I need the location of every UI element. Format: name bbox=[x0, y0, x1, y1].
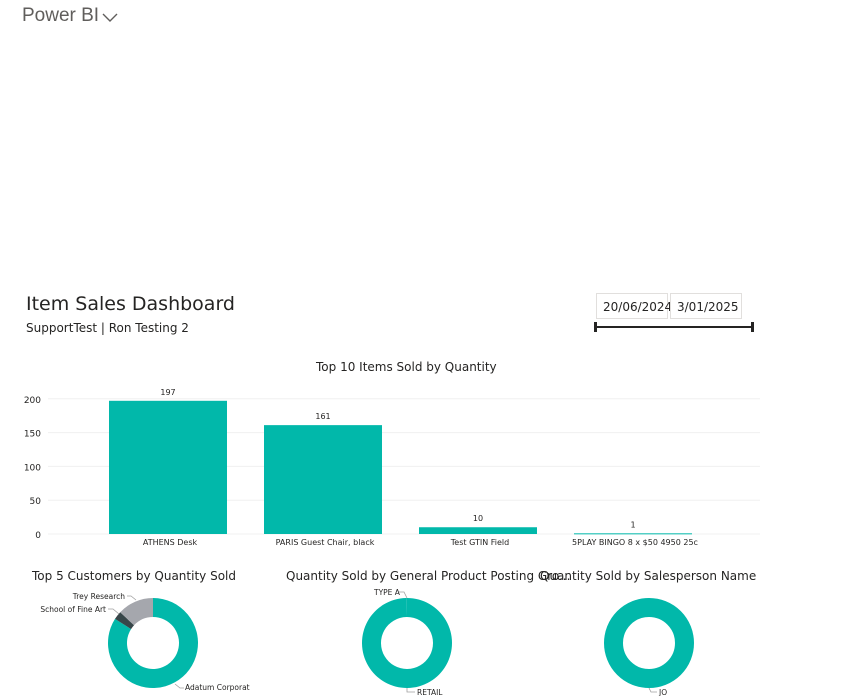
donut-slice[interactable] bbox=[406, 598, 407, 618]
x-category-label: ATHENS Desk bbox=[143, 538, 198, 547]
donut-slice[interactable] bbox=[115, 612, 135, 630]
donut-slice[interactable] bbox=[361, 598, 452, 688]
bar-chart-title: Top 10 Items Sold by Quantity bbox=[316, 360, 497, 374]
date-range-slider[interactable] bbox=[594, 321, 754, 333]
x-category-label: Test GTIN Field bbox=[450, 538, 509, 547]
y-tick-label: 100 bbox=[24, 463, 41, 473]
donut-label: School of Fine Art bbox=[40, 605, 106, 614]
slider-start-handle[interactable] bbox=[594, 322, 597, 332]
donut-label: RETAIL bbox=[417, 688, 443, 696]
y-tick-label: 200 bbox=[24, 396, 41, 406]
bar[interactable] bbox=[264, 425, 382, 534]
donut-posting-group: TYPE A RETAIL bbox=[361, 588, 452, 696]
y-tick-label: 0 bbox=[35, 531, 41, 541]
slider-end-handle[interactable] bbox=[751, 322, 754, 332]
leader-line bbox=[406, 688, 415, 693]
data-label: 10 bbox=[473, 514, 483, 523]
donut-salesperson: JO bbox=[604, 598, 694, 696]
dashboard-title: Item Sales Dashboard bbox=[26, 293, 235, 315]
donut-slice[interactable] bbox=[108, 598, 199, 688]
bar-chart: 0 50 100 150 200 197 ATHENS Desk 161 PARIS Guest… bbox=[24, 388, 760, 547]
leader-line bbox=[127, 595, 137, 601]
bar[interactable] bbox=[109, 400, 227, 534]
data-label: 197 bbox=[160, 388, 175, 397]
donut-label: TYPE A bbox=[373, 588, 401, 597]
donut-slice[interactable] bbox=[604, 598, 694, 688]
leader-line bbox=[174, 683, 184, 689]
date-to-input[interactable]: 3/01/2025 bbox=[670, 293, 742, 319]
donut-label: Trey Research bbox=[72, 592, 125, 601]
date-from-input[interactable]: 20/06/2024 bbox=[596, 293, 672, 319]
app-switcher[interactable]: Power BI bbox=[22, 5, 118, 27]
donut-label: Adatum Corporation bbox=[185, 683, 250, 692]
leader-line bbox=[398, 591, 408, 599]
x-category-label: 5PLAY BINGO 8 x $50 4950 25c bbox=[572, 538, 698, 547]
bar[interactable] bbox=[419, 527, 537, 534]
y-tick-label: 50 bbox=[30, 497, 42, 507]
chevron-down-icon[interactable] bbox=[102, 8, 118, 27]
donut-slice[interactable] bbox=[120, 598, 153, 626]
donut-posting-group-title: Quantity Sold by General Product Posting… bbox=[286, 569, 571, 583]
donut-salesperson-title: Quantity Sold by Salesperson Name bbox=[540, 569, 757, 583]
dashboard-subtitle: SupportTest | Ron Testing 2 bbox=[26, 321, 189, 335]
donut-label: JO bbox=[658, 688, 667, 696]
bar[interactable] bbox=[574, 533, 692, 535]
leader-line bbox=[648, 687, 657, 693]
app-title: Power BI bbox=[22, 5, 100, 26]
leader-line bbox=[108, 608, 120, 615]
y-tick-label: 150 bbox=[24, 430, 41, 440]
donut-customers: Adatum Corporation School of Fine Art Trey… bbox=[40, 592, 250, 692]
data-label: 1 bbox=[630, 520, 635, 529]
donut-customers-title: Top 5 Customers by Quantity Sold bbox=[32, 569, 236, 583]
data-label: 161 bbox=[315, 412, 330, 421]
x-category-label: PARIS Guest Chair, black bbox=[276, 538, 375, 547]
